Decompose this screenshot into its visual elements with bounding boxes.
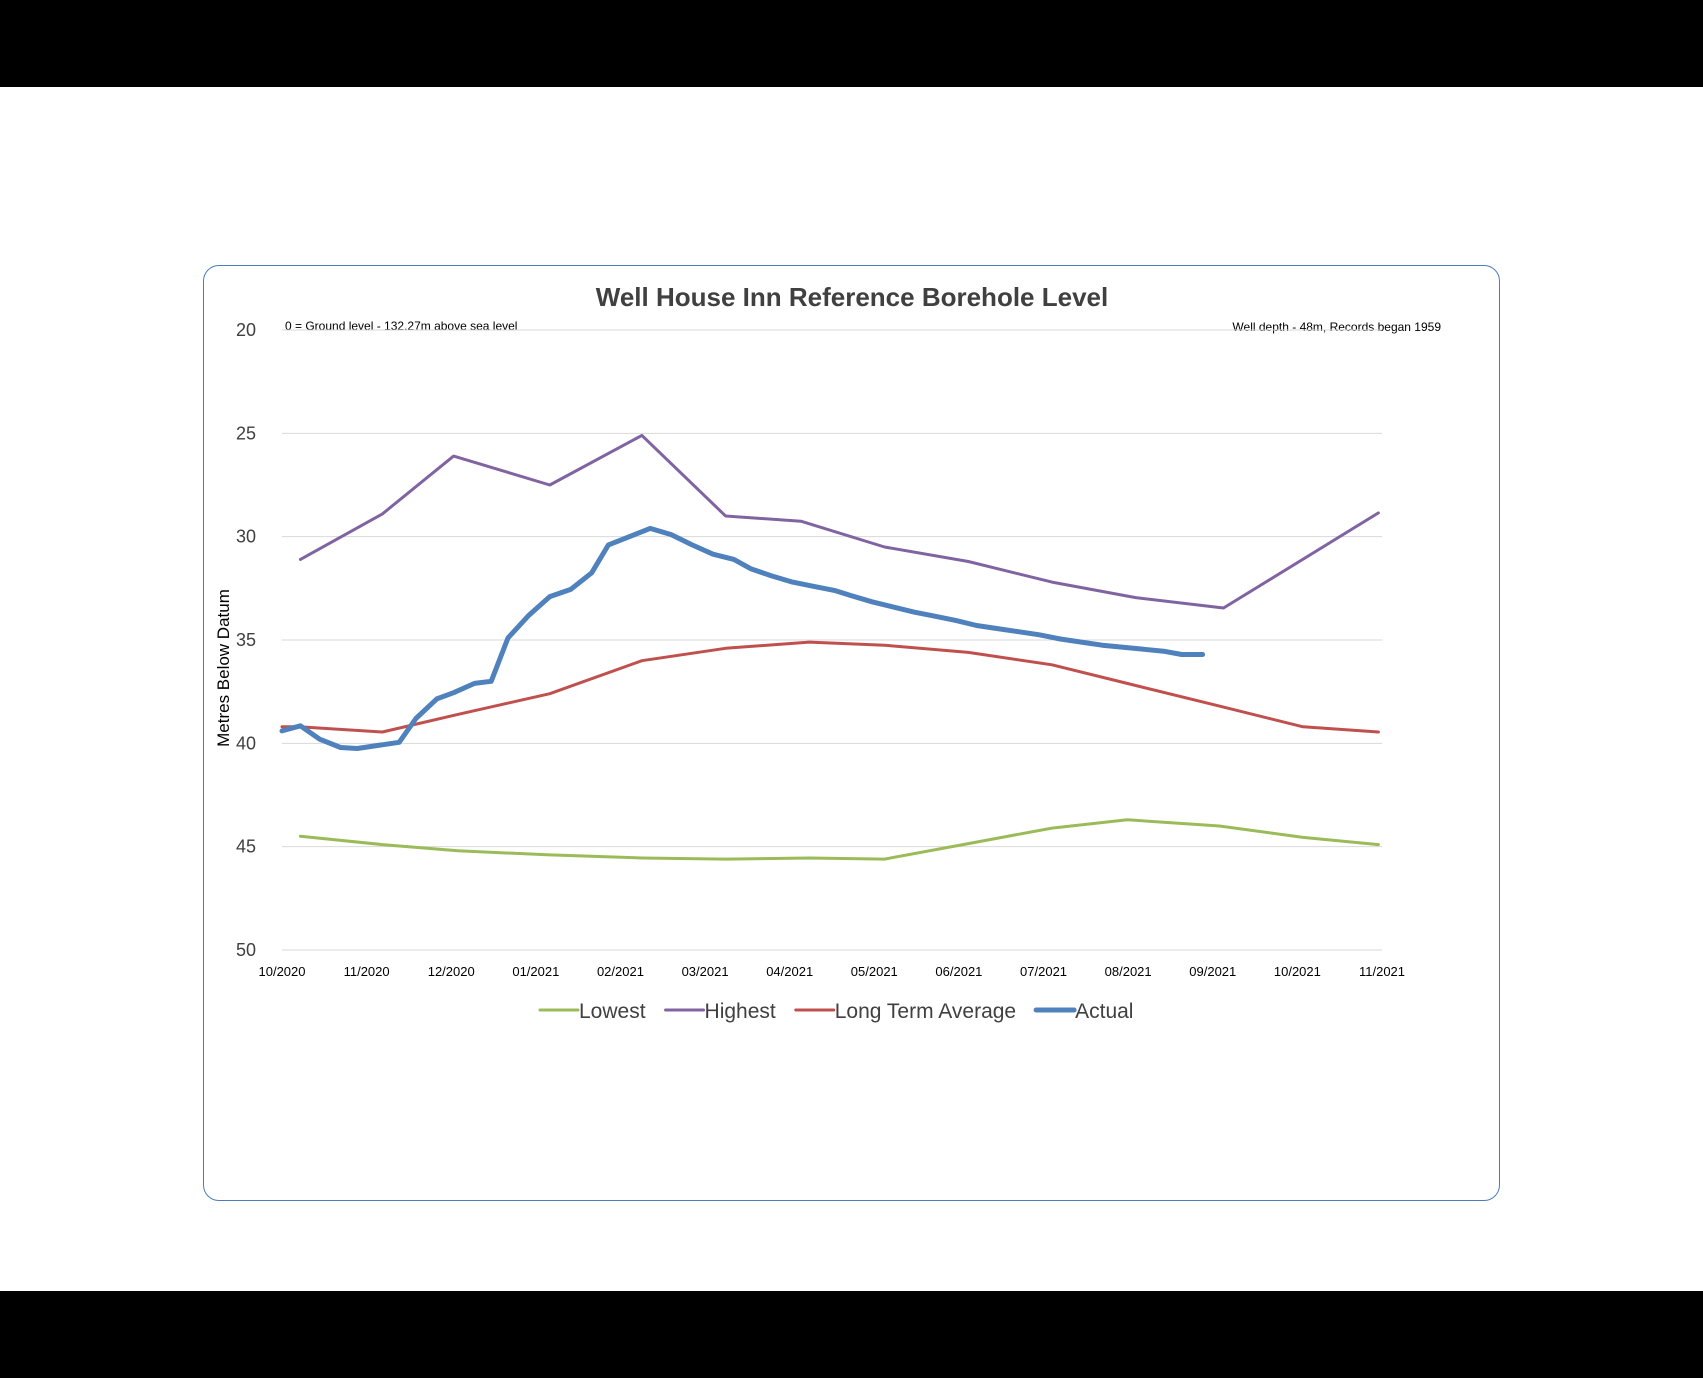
well-depth-note: Well depth - 48m, Records began 1959	[1232, 320, 1441, 334]
page-background: Well House Inn Reference Borehole Level …	[0, 87, 1703, 1291]
legend-label-lowest: Lowest	[579, 1000, 646, 1023]
legend-label-actual: Actual	[1075, 1000, 1133, 1023]
ground-level-note: 0 = Ground level - 132.27m above sea lev…	[285, 319, 517, 333]
x-tick-label: 09/2021	[1189, 964, 1236, 979]
y-tick-label: 30	[236, 527, 256, 547]
x-tick-label: 05/2021	[851, 964, 898, 979]
x-tick-label: 03/2021	[682, 964, 729, 979]
y-tick-label: 50	[236, 940, 256, 960]
series-line-long-term-average	[280, 640, 1380, 734]
y-axis-ticks: 20 25 30 35 40 45 50	[236, 320, 256, 960]
x-tick-label: 04/2021	[766, 964, 813, 979]
x-axis-ticks: 10/2020 11/2020 12/2020 01/2021 02/2021 03/20…	[259, 964, 1406, 979]
x-tick-label: 11/2021	[1359, 964, 1405, 979]
line-chart: Well House Inn Reference Borehole Level …	[214, 282, 1441, 1023]
y-tick-label: 45	[236, 837, 256, 857]
x-tick-label: 01/2021	[512, 964, 559, 979]
x-tick-label: 08/2021	[1105, 964, 1152, 979]
series-line-highest	[298, 433, 1380, 610]
chart-title: Well House Inn Reference Borehole Level	[596, 282, 1108, 312]
chart-frame: Well House Inn Reference Borehole Level …	[203, 265, 1500, 1201]
y-tick-label: 20	[236, 320, 256, 340]
x-tick-label: 07/2021	[1020, 964, 1067, 979]
series-line-lowest	[298, 818, 1380, 861]
y-axis-label: Metres Below Datum	[214, 589, 233, 747]
legend: Lowest Highest Long Term Average Actual	[538, 1000, 1133, 1023]
x-tick-label: 02/2021	[597, 964, 644, 979]
y-tick-label: 40	[236, 733, 256, 753]
legend-label-long-term-average: Long Term Average	[835, 1000, 1016, 1023]
legend-label-highest: Highest	[705, 1000, 776, 1023]
y-tick-label: 35	[236, 630, 256, 650]
series-lines	[279, 433, 1380, 861]
x-tick-label: 10/2020	[259, 964, 306, 979]
x-tick-label: 11/2020	[344, 964, 390, 979]
gridlines	[282, 329, 1382, 951]
x-tick-label: 06/2021	[935, 964, 982, 979]
x-tick-label: 10/2021	[1274, 964, 1321, 979]
series-line-actual	[279, 525, 1206, 751]
y-tick-label: 25	[236, 423, 256, 443]
x-tick-label: 12/2020	[428, 964, 475, 979]
